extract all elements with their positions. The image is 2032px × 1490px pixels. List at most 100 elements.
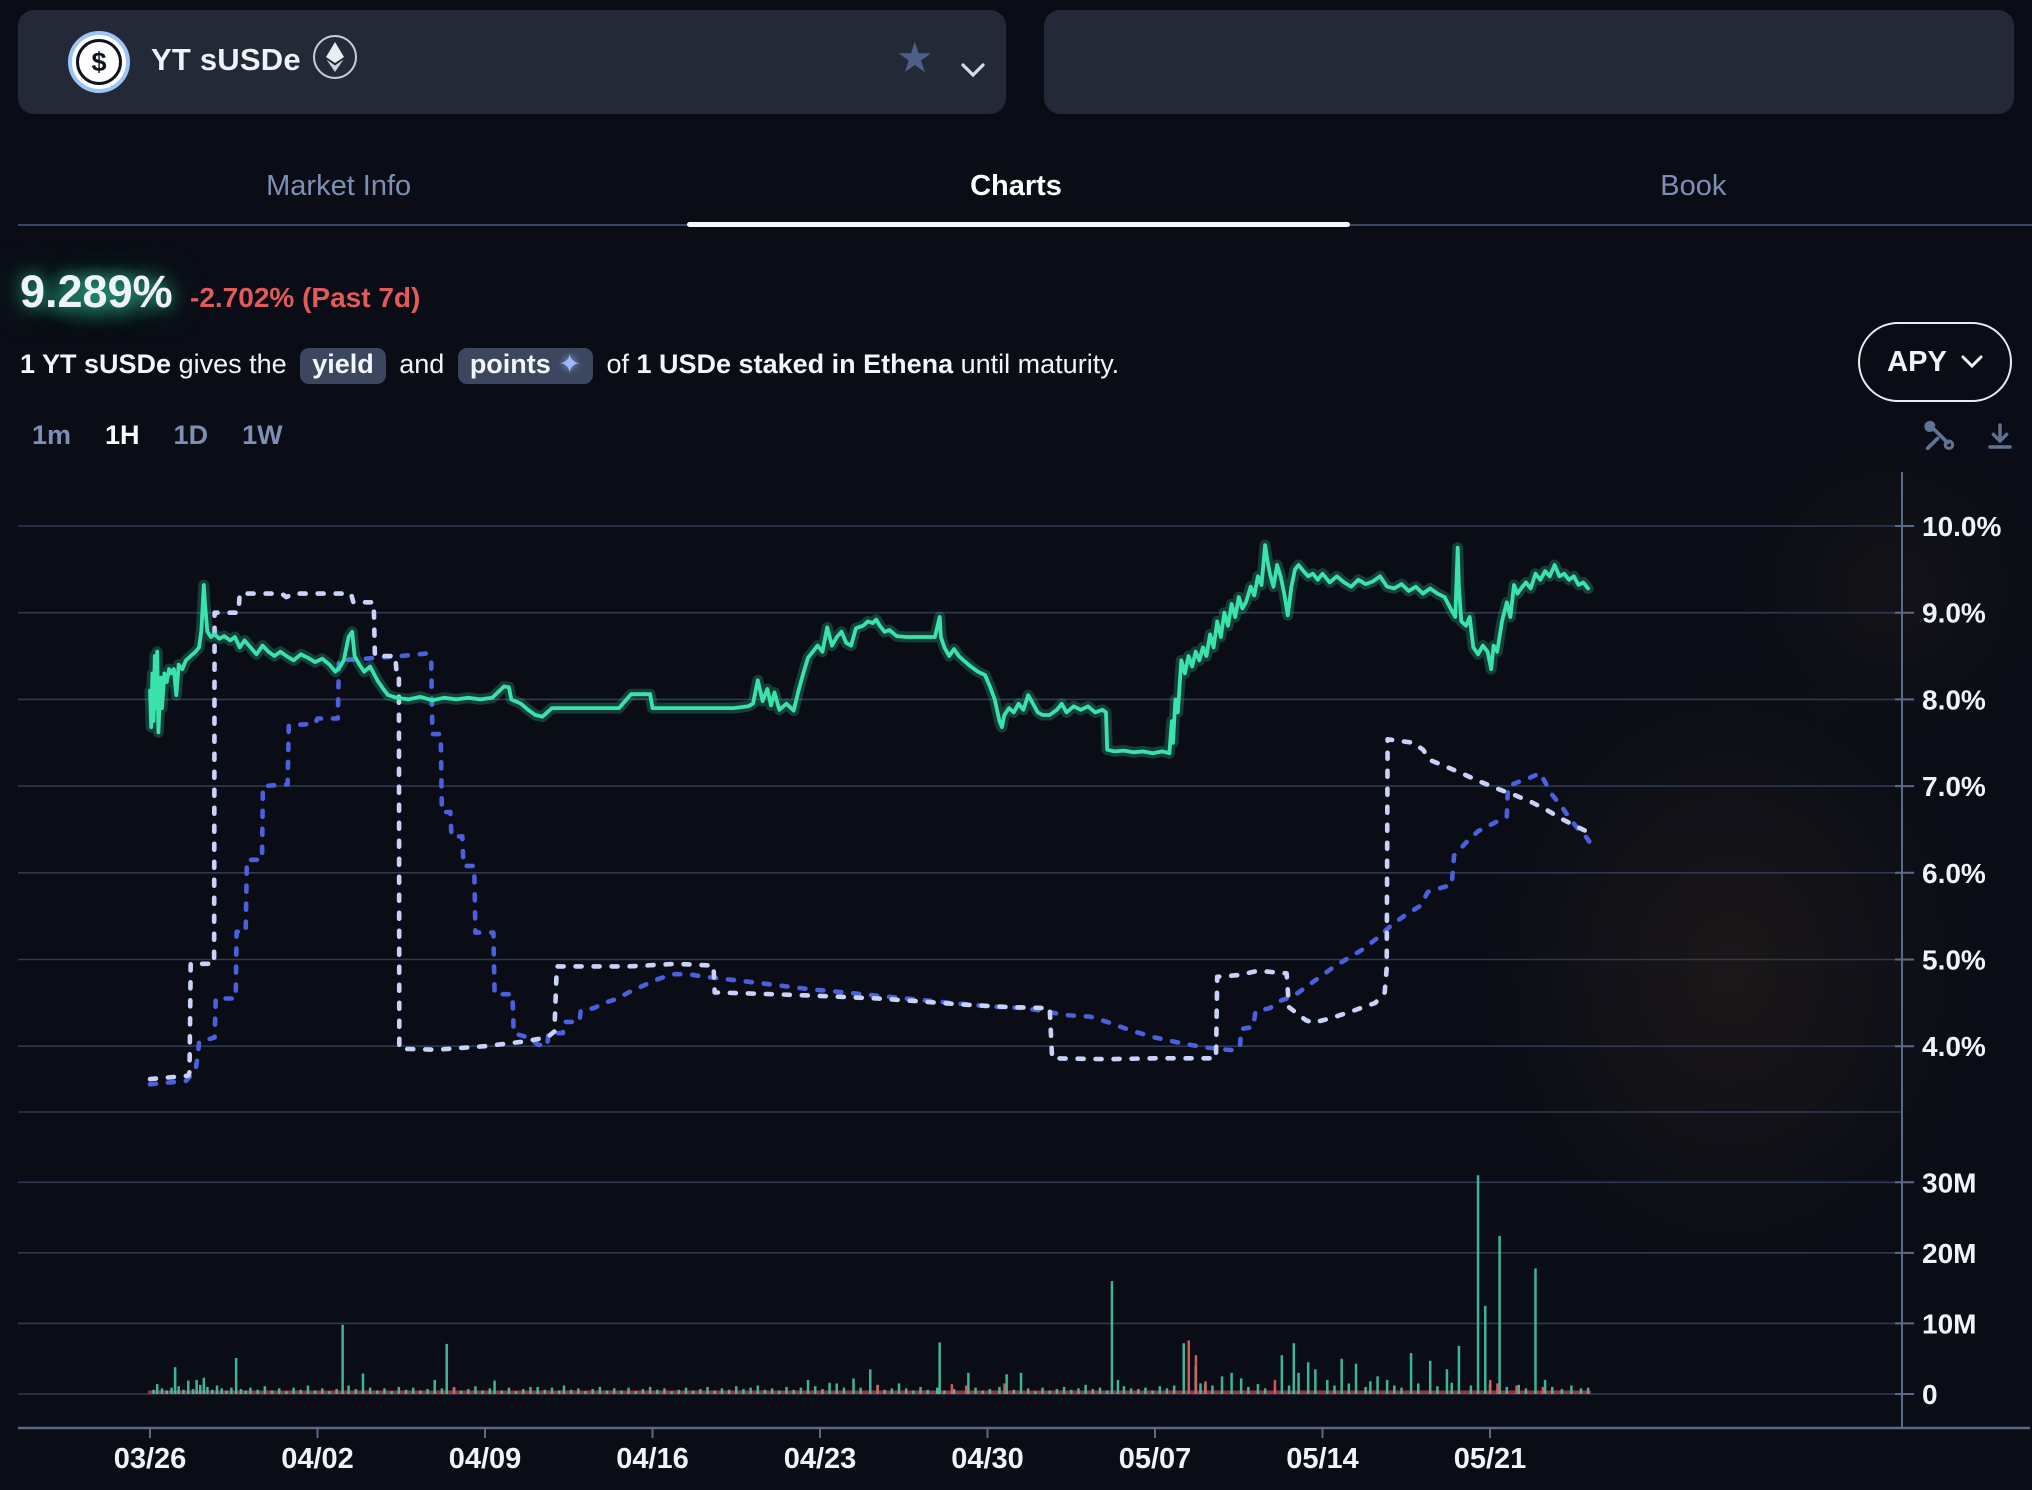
volume-bar: [368, 1387, 372, 1394]
volume-bar: [361, 1373, 365, 1394]
volume-bar: [620, 1390, 623, 1394]
volume-bar: [1570, 1385, 1573, 1394]
volume-bar: [988, 1389, 992, 1394]
volume-bar: [1476, 1175, 1480, 1394]
volume-bar: [584, 1391, 587, 1394]
volume-bar: [952, 1389, 956, 1394]
unit-toggle-button[interactable]: APY: [1858, 322, 2012, 402]
volume-bar: [1340, 1358, 1343, 1394]
volume-bar: [770, 1388, 774, 1394]
volume-bar: [1247, 1386, 1250, 1394]
volume-bar-sell: [1194, 1355, 1198, 1394]
volume-bar: [165, 1390, 169, 1394]
volume-bar: [691, 1390, 695, 1394]
volume-bar: [938, 1342, 941, 1394]
volume-bar: [299, 1389, 303, 1394]
volume-bar-sell: [1489, 1379, 1492, 1394]
volume-bar: [1026, 1388, 1030, 1394]
volume-bar: [244, 1390, 247, 1394]
volume-bar: [699, 1389, 702, 1394]
green-line-glow: [144, 539, 1594, 759]
volume-bar: [1182, 1343, 1185, 1394]
desc-tail: until maturity.: [960, 349, 1120, 379]
volume-bar: [191, 1389, 195, 1394]
indicators-tools-icon[interactable]: [1922, 420, 1956, 454]
volume-bar: [904, 1388, 908, 1394]
volume-bar: [1165, 1388, 1169, 1394]
volume-bar-sell: [950, 1384, 954, 1394]
volume-bar: [1428, 1360, 1432, 1394]
interval-1h[interactable]: 1H: [105, 420, 140, 450]
volume-bar: [419, 1390, 422, 1394]
volume-bar: [641, 1389, 645, 1394]
x-axis-label: 04/16: [616, 1443, 689, 1475]
volume-bar: [160, 1388, 164, 1394]
volume-bar: [1077, 1388, 1080, 1394]
volume-bar: [1019, 1372, 1023, 1394]
maturity-selector-card[interactable]: 31 Jul 2025 66 days: [1044, 10, 2014, 114]
volume-bar: [522, 1389, 525, 1394]
volume-bar-sell: [1496, 1383, 1499, 1394]
x-axis-label: 04/09: [449, 1443, 522, 1475]
volume-bar: [404, 1389, 408, 1394]
volume-bar: [1122, 1386, 1126, 1394]
volume-bar: [206, 1386, 209, 1394]
volume-bar: [981, 1390, 984, 1394]
interval-1d[interactable]: 1D: [173, 420, 209, 450]
volume-bar: [195, 1379, 198, 1394]
tab-market-info[interactable]: Market Info: [266, 169, 412, 202]
x-axis-label: 03/26: [114, 1443, 187, 1475]
volume-bar: [562, 1385, 566, 1394]
volume-bar: [842, 1387, 846, 1394]
volume-bar: [1369, 1381, 1372, 1394]
download-icon[interactable]: [1984, 420, 2016, 454]
token-selector-card[interactable]: $ YT sUSDe ★: [18, 10, 1006, 114]
volume-axis-label: 20M: [1922, 1238, 1976, 1269]
volume-bar: [1129, 1388, 1133, 1394]
tab-book[interactable]: Book: [1660, 169, 1727, 202]
background-glow: [1380, 540, 2032, 1400]
volume-bar: [230, 1387, 233, 1394]
volume-bar: [763, 1389, 767, 1394]
interval-1w[interactable]: 1W: [242, 420, 283, 450]
volume-bar: [507, 1387, 511, 1394]
tab-charts[interactable]: Charts: [970, 169, 1062, 202]
volume-bar: [182, 1389, 185, 1394]
interval-1m[interactable]: 1m: [32, 420, 72, 450]
volume-bar: [735, 1386, 738, 1394]
volume-bar: [234, 1358, 238, 1394]
background-glow-2: [1680, 380, 2032, 800]
volume-bar: [634, 1391, 638, 1394]
volume-bar: [292, 1387, 295, 1394]
volume-bar: [1534, 1268, 1537, 1394]
volume-bar: [173, 1367, 177, 1394]
volume-bar: [1326, 1379, 1329, 1394]
volume-bar: [778, 1390, 781, 1394]
volume-bar: [493, 1380, 496, 1394]
x-axis-label: 05/21: [1454, 1443, 1527, 1475]
volume-bar: [210, 1389, 214, 1394]
ethereum-network-icon: [313, 35, 357, 79]
volume-bar: [1158, 1386, 1162, 1394]
favorite-star-icon[interactable]: ★: [896, 34, 934, 81]
volume-bar: [376, 1390, 379, 1394]
volume-bar: [648, 1386, 652, 1394]
volume-bar: [1376, 1376, 1379, 1394]
volume-bar: [670, 1391, 673, 1394]
volume-bar: [598, 1386, 602, 1394]
volume-bar: [277, 1388, 281, 1394]
token-dropdown-chevron-icon[interactable]: [960, 62, 986, 78]
volume-bar: [821, 1389, 824, 1394]
volume-bar: [202, 1377, 206, 1394]
desc-gives: gives the: [178, 349, 287, 379]
volume-bar: [1306, 1362, 1310, 1394]
volume-bar: [467, 1389, 470, 1394]
volume-bar-sell: [1273, 1379, 1277, 1394]
volume-bar: [1579, 1388, 1583, 1394]
volume-bar: [1287, 1385, 1291, 1394]
volume-bar: [1550, 1386, 1554, 1394]
y-axis-label: 8.0%: [1922, 684, 1986, 715]
x-axis-label: 04/23: [784, 1443, 857, 1475]
active-tab-indicator: [687, 222, 1350, 227]
